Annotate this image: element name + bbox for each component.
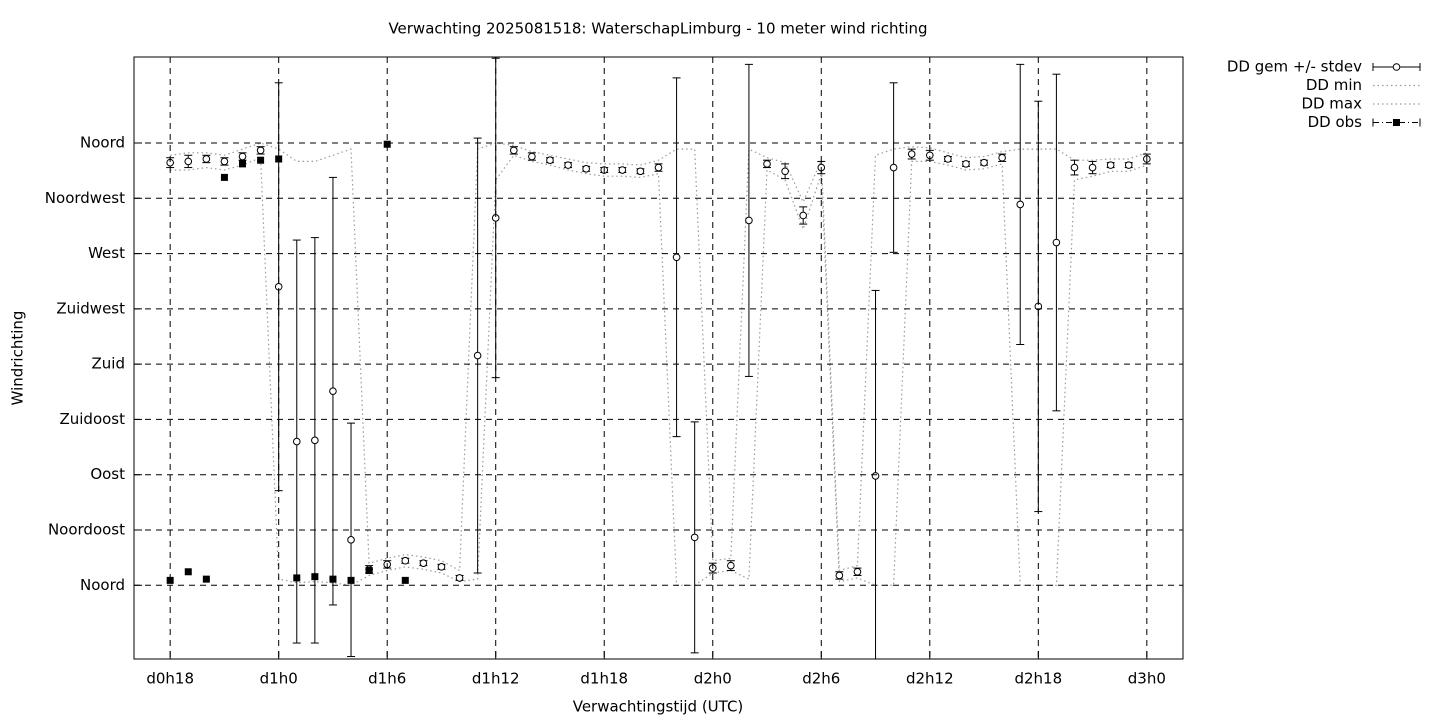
mean-point bbox=[745, 216, 753, 225]
mean-point bbox=[510, 146, 518, 155]
mean-point bbox=[419, 559, 428, 567]
mean-point bbox=[1106, 161, 1115, 169]
x-tick-label: d1h0 bbox=[260, 670, 298, 688]
y-tick-label: Oost bbox=[90, 465, 125, 483]
mean-point bbox=[564, 161, 572, 169]
mean-point bbox=[184, 157, 193, 166]
mean-point bbox=[636, 167, 645, 176]
obs-point bbox=[311, 573, 319, 581]
legend-label: DD gem +/- stdev bbox=[1227, 58, 1362, 76]
mean-point bbox=[311, 436, 319, 445]
mean-point bbox=[238, 152, 247, 161]
mean-point bbox=[1070, 163, 1079, 172]
range-line bbox=[170, 154, 1147, 586]
obs-point bbox=[293, 574, 301, 582]
mean-point bbox=[853, 567, 862, 576]
obs-point bbox=[220, 173, 228, 181]
obs-point bbox=[239, 160, 247, 168]
mean-point bbox=[202, 155, 211, 163]
mean-point bbox=[1124, 161, 1133, 169]
legend-label: DD max bbox=[1301, 95, 1362, 113]
obs-point bbox=[184, 568, 192, 576]
legend-label: DD min bbox=[1306, 76, 1362, 94]
y-axis-label: Windrichting bbox=[9, 311, 27, 406]
x-tick-label: d3h0 bbox=[1128, 670, 1166, 688]
mean-point bbox=[690, 533, 699, 542]
mean-point bbox=[654, 163, 663, 172]
mean-point bbox=[1088, 163, 1097, 172]
mean-point bbox=[546, 156, 554, 164]
mean-point bbox=[763, 160, 771, 168]
plot-area bbox=[166, 57, 1151, 659]
x-tick-label: d2h0 bbox=[694, 670, 732, 688]
obs-point bbox=[383, 140, 391, 148]
legend-swatch bbox=[1393, 119, 1400, 126]
legend-swatch bbox=[1392, 63, 1401, 71]
mean-point bbox=[998, 153, 1006, 162]
mean-point bbox=[889, 163, 898, 172]
obs-point bbox=[257, 156, 265, 164]
chart-title: Verwachting 2025081518: WaterschapLimbur… bbox=[388, 20, 927, 38]
mean-point bbox=[781, 167, 789, 176]
mean-point bbox=[582, 165, 590, 173]
x-tick-label: d1h18 bbox=[580, 670, 628, 688]
mean-point bbox=[256, 146, 265, 155]
obs-point bbox=[202, 575, 210, 583]
mean-point bbox=[944, 155, 952, 163]
obs-point bbox=[347, 576, 355, 584]
x-tick-label: d1h6 bbox=[368, 670, 406, 688]
y-tick-label: Noord bbox=[80, 576, 125, 594]
mean-point bbox=[473, 351, 482, 360]
mean-point bbox=[672, 253, 681, 262]
y-tick-label: Zuidoost bbox=[59, 410, 125, 428]
mean-point bbox=[727, 561, 735, 570]
mean-point bbox=[347, 536, 355, 544]
obs-point bbox=[329, 575, 337, 583]
mean-point bbox=[292, 437, 301, 446]
mean-point bbox=[329, 387, 337, 395]
x-tick-label: d2h18 bbox=[1014, 670, 1062, 688]
y-tick-label: Noord bbox=[80, 134, 125, 152]
mean-point bbox=[835, 571, 844, 580]
y-tick-label: Noordoost bbox=[48, 521, 125, 539]
x-axis-label: Verwachtingstijd (UTC) bbox=[573, 698, 744, 716]
mean-point bbox=[962, 160, 970, 168]
obs-point bbox=[401, 576, 409, 584]
x-tick-label: d2h6 bbox=[802, 670, 840, 688]
y-tick-label: West bbox=[88, 244, 125, 262]
mean-point bbox=[871, 472, 880, 480]
mean-point bbox=[907, 150, 916, 158]
y-tick-label: Noordwest bbox=[45, 189, 125, 207]
range-line bbox=[170, 142, 1147, 572]
mean-point bbox=[799, 211, 807, 220]
mean-point bbox=[980, 158, 988, 167]
mean-point bbox=[618, 166, 627, 174]
mean-point bbox=[220, 157, 229, 166]
mean-point bbox=[528, 152, 536, 161]
plot-frame bbox=[133, 56, 1184, 660]
mean-point bbox=[437, 563, 446, 571]
obs-point bbox=[166, 576, 174, 584]
mean-point bbox=[1016, 200, 1025, 209]
x-tick-label: d2h12 bbox=[906, 670, 954, 688]
obs-point bbox=[365, 567, 373, 575]
y-tick-label: Zuid bbox=[92, 355, 125, 373]
mean-point bbox=[1052, 238, 1061, 247]
mean-point bbox=[455, 574, 464, 582]
x-tick-label: d0h18 bbox=[146, 670, 194, 688]
y-tick-label: Zuidwest bbox=[56, 299, 125, 317]
legend-label: DD obs bbox=[1308, 113, 1363, 131]
x-tick-label: d1h12 bbox=[472, 670, 520, 688]
mean-point bbox=[401, 556, 410, 565]
